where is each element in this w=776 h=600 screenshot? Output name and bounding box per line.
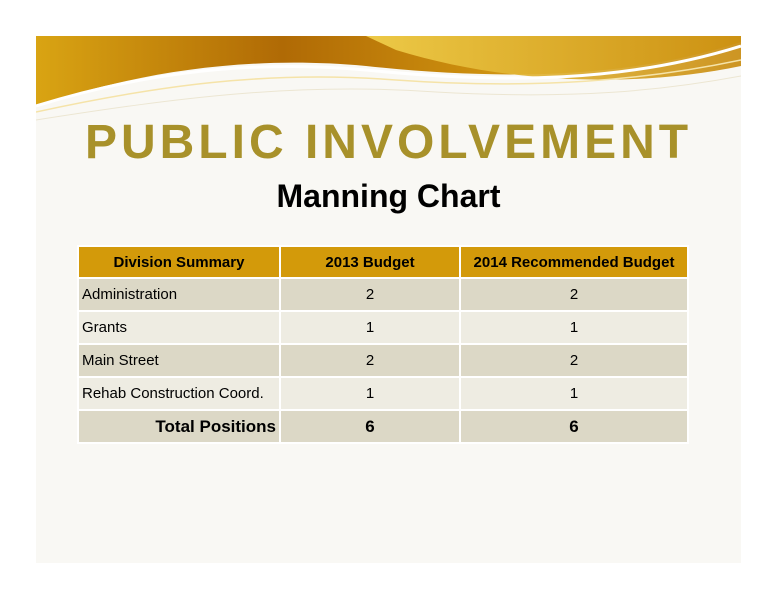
budget-2013-value: 2 bbox=[279, 277, 461, 312]
header-2013-budget: 2013 Budget bbox=[279, 245, 461, 279]
header-2014-recommended-budget: 2014 Recommended Budget bbox=[459, 245, 689, 279]
table-row: Rehab Construction Coord. 1 1 bbox=[77, 376, 689, 411]
budget-2013-value: 1 bbox=[279, 376, 461, 411]
total-label: Total Positions bbox=[77, 409, 281, 444]
division-summary-table: Division Summary 2013 Budget 2014 Recomm… bbox=[77, 245, 689, 444]
division-name: Rehab Construction Coord. bbox=[77, 376, 281, 411]
division-name: Administration bbox=[77, 277, 281, 312]
header-division-summary: Division Summary bbox=[77, 245, 281, 279]
slide-subtitle: Manning Chart bbox=[276, 178, 501, 214]
table-row: Administration 2 2 bbox=[77, 277, 689, 312]
banner-swoosh bbox=[36, 36, 741, 121]
total-positions-row: Total Positions 6 6 bbox=[77, 409, 689, 444]
budget-2013-value: 2 bbox=[279, 343, 461, 378]
division-name: Main Street bbox=[77, 343, 281, 378]
budget-2014-value: 1 bbox=[459, 376, 689, 411]
table-row: Grants 1 1 bbox=[77, 310, 689, 345]
slide-title: PUBLIC INVOLVEMENT bbox=[84, 116, 693, 169]
total-2014-value: 6 bbox=[459, 409, 689, 444]
budget-2014-value: 2 bbox=[459, 277, 689, 312]
total-2013-value: 6 bbox=[279, 409, 461, 444]
budget-2013-value: 1 bbox=[279, 310, 461, 345]
table-header-row: Division Summary 2013 Budget 2014 Recomm… bbox=[77, 245, 689, 279]
division-name: Grants bbox=[77, 310, 281, 345]
slide: PUBLIC INVOLVEMENT Manning Chart Divisio… bbox=[36, 36, 741, 563]
budget-2014-value: 1 bbox=[459, 310, 689, 345]
table-row: Main Street 2 2 bbox=[77, 343, 689, 378]
budget-2014-value: 2 bbox=[459, 343, 689, 378]
